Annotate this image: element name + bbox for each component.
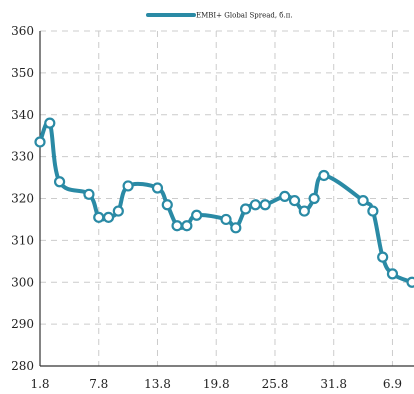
x-tick-label: 25.8	[262, 377, 289, 391]
x-tick-label: 1.8	[30, 377, 49, 391]
data-point	[220, 213, 232, 226]
data-point	[230, 222, 242, 234]
data-point	[318, 169, 330, 182]
data-point	[357, 194, 369, 207]
data-point	[171, 220, 183, 232]
data-point	[161, 199, 173, 211]
y-tick-label: 280	[11, 359, 34, 373]
data-point	[122, 180, 134, 192]
y-tick-label: 290	[11, 317, 34, 331]
data-point	[279, 190, 291, 203]
data-point	[308, 192, 320, 205]
y-tick-label: 360	[11, 24, 34, 38]
data-point	[191, 209, 203, 221]
y-tick-label: 330	[11, 150, 34, 164]
data-point	[259, 199, 271, 211]
data-point	[102, 211, 115, 223]
data-point	[34, 136, 46, 148]
series	[34, 117, 414, 288]
legend-label: EMBI+ Global Spread, б.п.	[196, 12, 293, 20]
x-tick-label: 7.8	[89, 377, 108, 391]
y-tick-label: 310	[11, 233, 34, 247]
data-point	[112, 205, 124, 217]
data-point	[181, 220, 193, 232]
y-tick-label: 320	[11, 192, 34, 206]
data-point	[44, 117, 56, 129]
y-tick-label: 340	[11, 108, 34, 122]
x-tick-label: 19.8	[203, 377, 230, 391]
x-tick-label: 6.9	[383, 377, 402, 391]
legend-swatch-marker	[169, 13, 173, 17]
data-point	[288, 194, 301, 207]
data-point	[53, 176, 66, 188]
data-point	[240, 203, 252, 215]
y-tick-label: 300	[11, 275, 34, 289]
axes: 280 290 300 310 320 330 340 350 360 1.8 7.8 13.8 19.…	[11, 24, 414, 391]
data-point	[406, 276, 414, 288]
y-tick-label: 350	[11, 66, 34, 80]
grid	[40, 30, 414, 366]
data-point	[386, 268, 399, 280]
data-point	[83, 188, 95, 200]
data-point	[377, 251, 389, 263]
data-point	[249, 199, 261, 211]
x-tick-label: 31.8	[320, 377, 347, 391]
x-tick-label: 13.8	[144, 377, 171, 391]
data-point	[93, 211, 105, 223]
legend[interactable]: EMBI+ Global Spread, б.п.	[146, 12, 293, 20]
data-point	[298, 205, 310, 217]
data-point	[367, 205, 379, 217]
series-line	[38, 119, 414, 285]
data-point	[151, 182, 164, 194]
